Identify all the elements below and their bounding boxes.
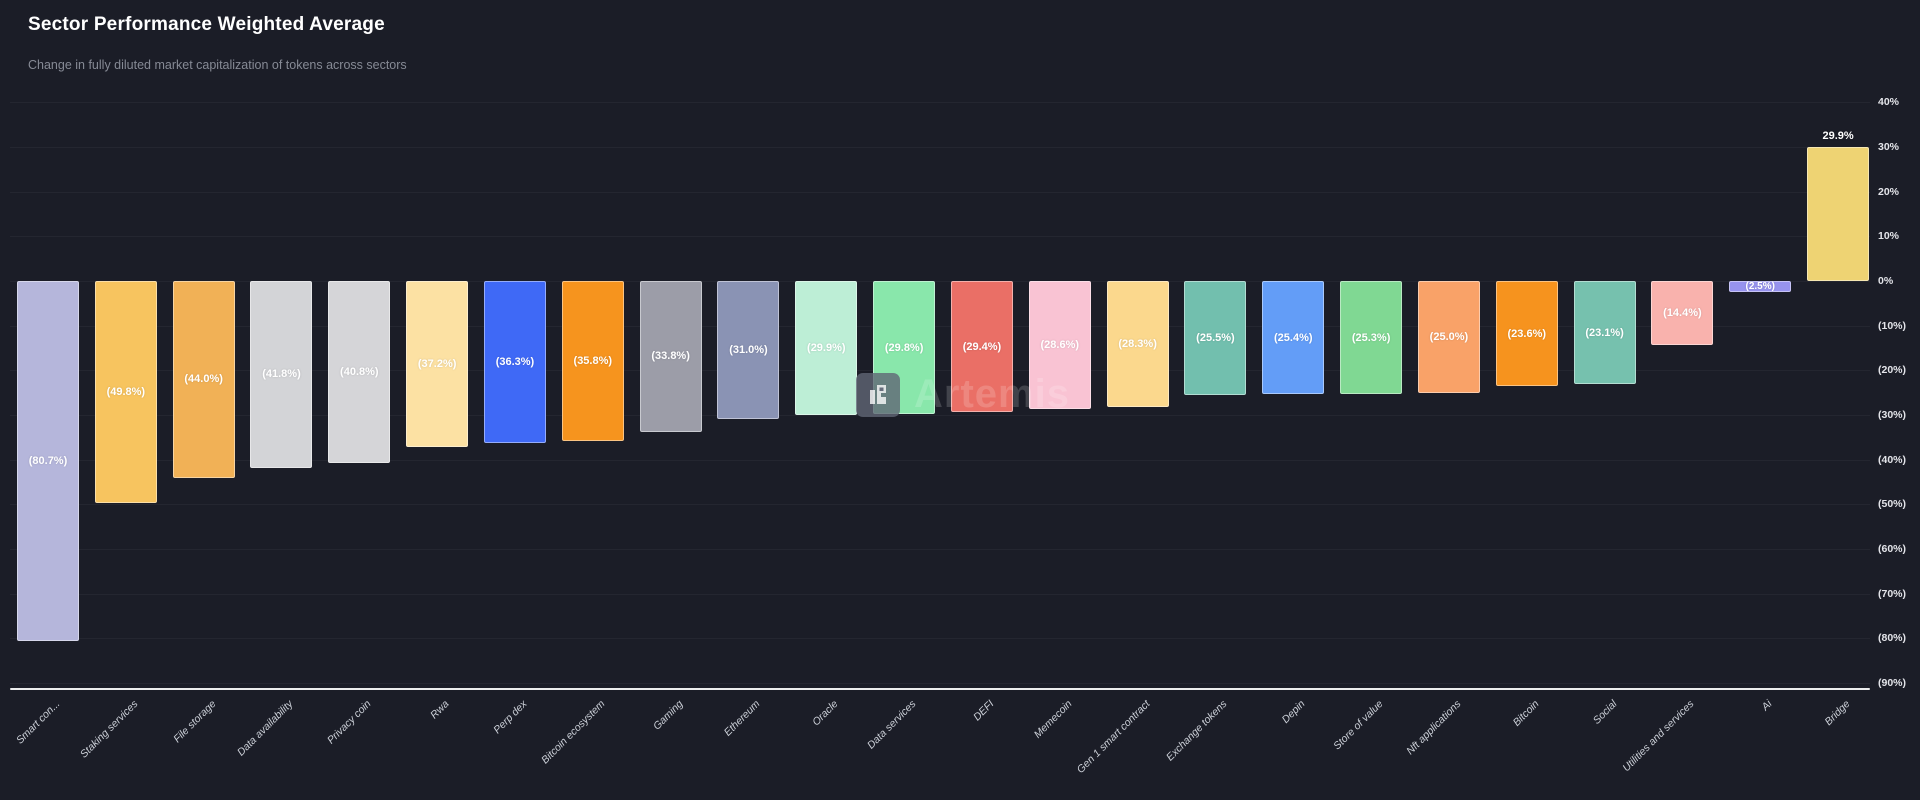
- bar-staking-services[interactable]: [94, 281, 157, 504]
- bar-value-label: (25.3%): [1351, 331, 1391, 344]
- bar-value-label: (29.4%): [962, 340, 1002, 353]
- bar-value-label: (28.6%): [1040, 338, 1080, 351]
- bar-value-label: (80.7%): [28, 455, 68, 468]
- bar-bitcoin[interactable]: [1495, 281, 1558, 387]
- gridline: [10, 459, 1870, 461]
- bar-value-label: (28.3%): [1118, 338, 1157, 351]
- gridline: [10, 102, 1870, 104]
- gridline: [10, 504, 1870, 506]
- bar-privacy-coin[interactable]: [328, 281, 391, 464]
- gridline: [10, 415, 1870, 416]
- bar-gen-1-smart-contract[interactable]: [1106, 281, 1169, 408]
- y-axis-tick-label: (40%): [1878, 453, 1907, 466]
- gridline: [10, 593, 1870, 595]
- bar-bitcoin-ecosystem[interactable]: [561, 281, 624, 441]
- bar-store-of-value[interactable]: [1340, 281, 1403, 394]
- y-axis-tick-label: 20%: [1878, 185, 1900, 198]
- y-axis-tick-label: 10%: [1878, 230, 1900, 243]
- bar-value-label: (25.4%): [1274, 331, 1313, 344]
- bar-rwa[interactable]: [406, 281, 469, 448]
- bar-nft-applications[interactable]: [1417, 281, 1480, 393]
- gridline: [10, 281, 1870, 282]
- bar-value-label: (33.8%): [651, 350, 690, 363]
- bar-value-label: (49.8%): [106, 386, 146, 399]
- bar-value-label: (29.8%): [884, 341, 924, 354]
- bar-depin[interactable]: [1262, 281, 1325, 395]
- bar-exchange-tokens[interactable]: [1184, 281, 1247, 395]
- bar-value-label: (14.4%): [1663, 307, 1702, 320]
- gridline: [10, 638, 1870, 640]
- x-axis-line: [10, 688, 1870, 690]
- bar-perp-dex[interactable]: [483, 281, 546, 444]
- bar-ethereum[interactable]: [717, 281, 780, 420]
- bar-defi[interactable]: [950, 281, 1013, 413]
- chart-title: Sector Performance Weighted Average: [28, 14, 385, 35]
- y-axis-tick-label: (50%): [1878, 498, 1907, 511]
- bar-oracle[interactable]: [795, 281, 858, 415]
- y-axis-tick-label: 30%: [1878, 140, 1900, 153]
- bar-value-label: (29.9%): [807, 341, 846, 354]
- y-axis-tick-label: (80%): [1878, 632, 1907, 645]
- bar-value-label: (36.3%): [495, 356, 535, 369]
- bar-social[interactable]: [1573, 281, 1636, 385]
- y-axis-tick-label: (90%): [1878, 677, 1907, 690]
- bar-value-label: (40.8%): [340, 366, 379, 379]
- bar-value-label: (23.1%): [1585, 326, 1624, 339]
- gridline: [10, 146, 1870, 148]
- y-axis-tick-label: (20%): [1878, 364, 1907, 377]
- bar-value-label: (25.5%): [1196, 331, 1235, 344]
- y-axis-tick-label: (30%): [1878, 409, 1907, 421]
- gridline: [10, 236, 1870, 238]
- bar-utilities-and-services[interactable]: [1651, 281, 1714, 346]
- y-axis-tick-label: (60%): [1878, 543, 1907, 556]
- bar-memecoin[interactable]: [1028, 281, 1091, 409]
- bar-data-availability[interactable]: [250, 281, 313, 468]
- bar-value-label: 29.9%: [1822, 130, 1854, 143]
- chart-subtitle: Change in fully diluted market capitaliz…: [28, 58, 407, 72]
- bar-gaming[interactable]: [639, 281, 702, 432]
- bar-value-label: (31.0%): [729, 344, 768, 357]
- bar-value-label: (23.6%): [1507, 327, 1547, 340]
- gridline: [10, 191, 1870, 193]
- y-axis-tick-label: (10%): [1878, 319, 1907, 332]
- gridline: [10, 370, 1870, 372]
- bar-value-label: (37.2%): [417, 358, 457, 371]
- bar-value-label: (25.0%): [1429, 330, 1469, 343]
- gridline: [10, 325, 1870, 327]
- bar-value-label: (2.5%): [1745, 280, 1775, 292]
- bar-file-storage[interactable]: [172, 281, 235, 478]
- bar-ai[interactable]: [1729, 281, 1792, 293]
- bar-smart-con[interactable]: [17, 281, 79, 642]
- bar-value-label: (44.0%): [184, 373, 223, 386]
- bar-value-label: (35.8%): [573, 354, 613, 367]
- gridline: [10, 683, 1870, 685]
- y-axis-tick-label: 40%: [1878, 96, 1900, 109]
- y-axis-tick-label: 0%: [1878, 275, 1894, 287]
- gridline: [10, 549, 1870, 551]
- bar-bridge[interactable]: [1807, 147, 1870, 281]
- bar-value-label: (41.8%): [262, 368, 301, 381]
- y-axis-tick-label: (70%): [1878, 587, 1907, 600]
